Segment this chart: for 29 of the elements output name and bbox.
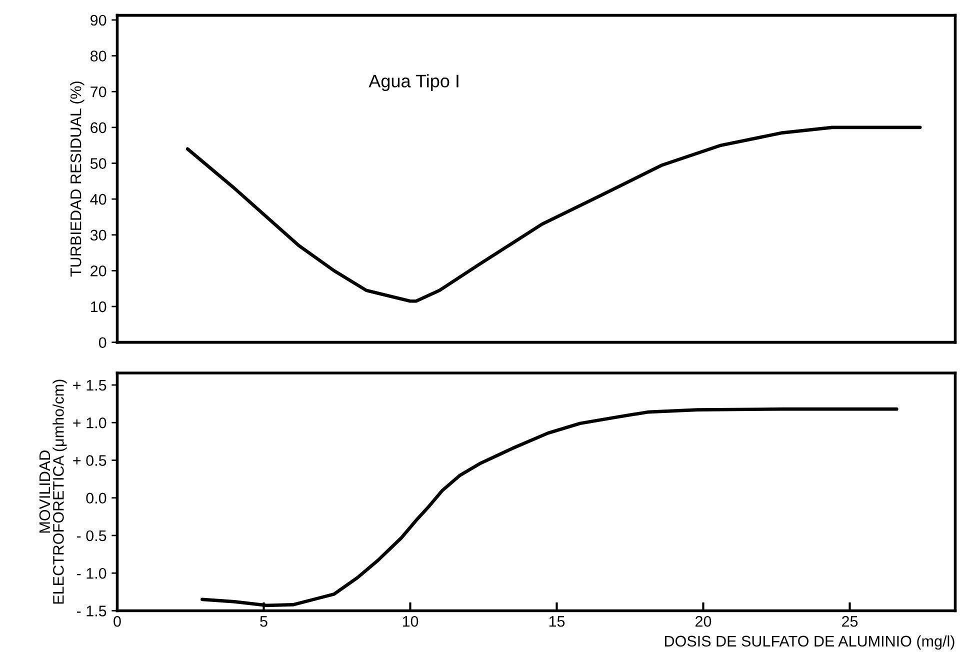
y-tick-label: 40: [90, 194, 106, 205]
y-tick-label: - 0.5: [76, 530, 106, 542]
x-tick-label: 20: [696, 616, 712, 627]
x-tick-label: 15: [549, 616, 565, 627]
y-tick-label: + 1.5: [73, 380, 106, 391]
y-tick-label: + 0.5: [73, 455, 106, 466]
y-tick-label: - 1.5: [76, 606, 106, 616]
y-tick-label: 80: [90, 50, 106, 62]
y-tick-label: 50: [90, 158, 106, 169]
y-tick-label: - 1.0: [76, 568, 106, 579]
x-tick-label: 0: [114, 616, 121, 627]
line-series: [186, 126, 922, 303]
y-tick-label: 10: [91, 301, 106, 312]
x-tick-label: 10: [402, 616, 418, 627]
annotation: Agua Tipo I: [368, 74, 458, 92]
y-tick-label: 60: [90, 122, 106, 134]
x-axis-title: DOSIS DE SULFATO DE ALUMINIO (mg/l): [665, 635, 954, 650]
y-tick-label: + 1.0: [73, 417, 106, 428]
y-tick-label: 70: [90, 86, 106, 98]
y-tick-label: 30: [90, 230, 106, 241]
x-tick-label: 5: [260, 616, 268, 627]
x-tick-label: 25: [842, 616, 858, 627]
y-tick-label: 90: [90, 14, 106, 26]
y-axis-title: MOVILIDAD ELECTROFORETICA (μmho/cm): [39, 380, 67, 604]
y-axis-title: TURBIEDAD RESIDUAL (%): [70, 82, 84, 277]
y-tick-label: 0.0: [86, 492, 106, 504]
line-series: [200, 407, 898, 608]
y-tick-label: 0: [98, 337, 106, 348]
y-tick-label: 20: [90, 266, 106, 276]
